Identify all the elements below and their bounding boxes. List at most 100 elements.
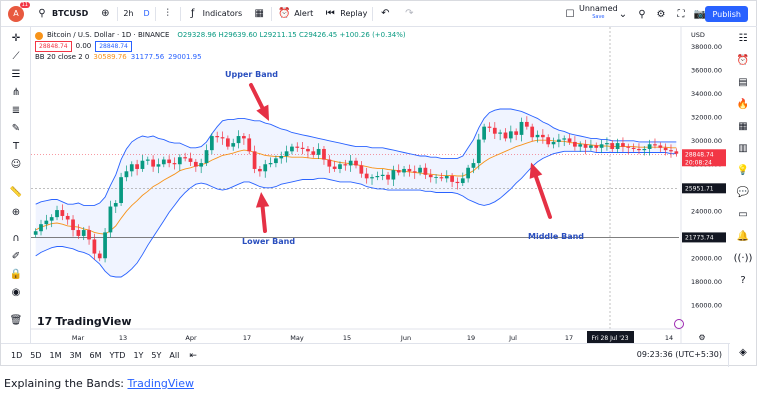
bb-basis-value: 30589.76 bbox=[93, 53, 127, 61]
ask-price[interactable]: 28848.74 bbox=[95, 41, 132, 52]
toolbar-divider bbox=[154, 6, 156, 21]
candle-body bbox=[71, 219, 75, 231]
top-toolbar: A 11 ⚲ BTCUSD ⊕ 2h D ⫶ ƒ Indicators ▦ ⏰ … bbox=[1, 1, 757, 27]
ideas-lightbulb-icon[interactable]: 💡 bbox=[736, 164, 750, 176]
candle-body bbox=[172, 163, 177, 165]
fullscreen-icon[interactable]: ⛶ bbox=[677, 8, 685, 20]
indicator-name[interactable]: BB 20 close 2 0 bbox=[35, 53, 90, 61]
chevron-down-icon[interactable]: ⌄ bbox=[618, 8, 628, 20]
time-tick-label: Jul bbox=[508, 334, 517, 342]
candle-body bbox=[578, 144, 583, 147]
layouts-button[interactable]: ▦ bbox=[247, 1, 271, 27]
hotlist-icon[interactable]: 🔥 bbox=[736, 98, 750, 110]
chat-icon[interactable]: 💬 bbox=[736, 186, 750, 198]
redo-button[interactable]: ↷ bbox=[397, 1, 421, 27]
currency-label: USD bbox=[691, 31, 705, 39]
pitchfork-icon[interactable]: ⋔ bbox=[11, 86, 21, 98]
layers-icon[interactable]: ◈ bbox=[739, 346, 747, 358]
watchlist-icon[interactable]: ☷ bbox=[738, 32, 748, 44]
bb-lower-value: 29001.95 bbox=[168, 53, 202, 61]
range-button-6m[interactable]: 6M bbox=[89, 351, 102, 360]
calendar-icon[interactable]: ▦ bbox=[738, 120, 748, 132]
date-range-icon[interactable]: ⇤ bbox=[189, 350, 197, 361]
text-tool-icon[interactable]: T bbox=[12, 140, 20, 152]
candle-body bbox=[535, 134, 540, 138]
indicators-icon: ƒ bbox=[190, 8, 195, 19]
range-button-3m[interactable]: 3M bbox=[69, 351, 82, 360]
bollinger-band-fill bbox=[35, 109, 677, 277]
candle-body bbox=[215, 136, 220, 138]
lock-icon[interactable]: 🔒 bbox=[9, 268, 23, 280]
streams-icon[interactable]: ▭ bbox=[738, 208, 748, 220]
alert-button[interactable]: ⏰ Alert bbox=[272, 1, 318, 27]
notifications-icon[interactable]: 🔔 bbox=[736, 230, 750, 242]
undo-button[interactable]: ↶ bbox=[373, 1, 397, 27]
flash-icon[interactable] bbox=[674, 319, 684, 329]
time-tick-label: 15 bbox=[343, 334, 351, 342]
bid-price[interactable]: 28848.74 bbox=[35, 41, 72, 52]
ruler-icon[interactable]: 📏 bbox=[9, 186, 23, 198]
range-button-1m[interactable]: 1M bbox=[49, 351, 62, 360]
alarm-clock-icon: ⏰ bbox=[277, 8, 291, 19]
last-price-countdown: 20:08:24 bbox=[685, 159, 712, 166]
axis-settings-gear-icon[interactable]: ⚙ bbox=[698, 333, 705, 342]
symbol-search-button[interactable]: ⚲ BTCUSD bbox=[30, 1, 93, 27]
candle-body bbox=[316, 148, 321, 155]
range-button-5d[interactable]: 5D bbox=[30, 351, 42, 360]
range-button-5y[interactable]: 5Y bbox=[151, 351, 162, 360]
indicators-label: Indicators bbox=[202, 9, 243, 18]
candle-body bbox=[530, 126, 535, 138]
range-button-all[interactable]: All bbox=[169, 351, 180, 360]
last-price-tag: 28848.74 bbox=[685, 151, 714, 158]
eye-icon[interactable]: ◉ bbox=[11, 286, 21, 298]
layout-checkbox-icon[interactable]: ☐ bbox=[565, 8, 575, 20]
magnet-icon[interactable]: ∩ bbox=[12, 232, 20, 244]
candle-body bbox=[161, 159, 166, 165]
trash-icon[interactable]: 🗑 bbox=[9, 314, 23, 326]
help-icon[interactable]: ? bbox=[740, 274, 746, 286]
candle-body bbox=[610, 143, 615, 149]
indicators-button[interactable]: ƒ Indicators bbox=[181, 1, 248, 27]
search-icon[interactable]: ⚲ bbox=[638, 8, 646, 20]
candle-body bbox=[65, 215, 70, 220]
middle-band-annotation: Middle Band bbox=[528, 232, 585, 241]
candle-body bbox=[60, 210, 65, 216]
candle-body bbox=[124, 171, 129, 178]
range-button-1d[interactable]: 1D bbox=[11, 351, 23, 360]
candle-body bbox=[375, 176, 380, 178]
zoom-in-icon[interactable]: ⊕ bbox=[11, 206, 21, 218]
user-avatar[interactable]: A 11 bbox=[8, 1, 30, 22]
brush-icon[interactable]: ✎ bbox=[11, 122, 21, 134]
interval-type-button[interactable]: D bbox=[139, 1, 155, 27]
lock-drawings-icon[interactable]: ✐ bbox=[11, 250, 21, 262]
crosshair-icon[interactable]: ✛ bbox=[11, 32, 21, 44]
range-button-1y[interactable]: 1Y bbox=[133, 351, 144, 360]
tradingview-mark-icon: 𝟭𝟳 bbox=[37, 315, 53, 328]
camera-icon[interactable]: 📷 bbox=[693, 8, 707, 20]
candle-body bbox=[573, 141, 577, 147]
layout-name-button[interactable]: Unnamed Save bbox=[579, 4, 618, 22]
clock-readout[interactable]: 09:23:36 (UTC+5:30) bbox=[636, 350, 722, 359]
compare-symbol-button[interactable]: ⊕ bbox=[93, 1, 117, 27]
horizontal-lines-icon[interactable]: ☰ bbox=[11, 68, 21, 80]
replay-button[interactable]: ⏮ Replay bbox=[318, 1, 372, 27]
candle-body bbox=[482, 126, 487, 140]
trend-line-icon[interactable]: ⟋ bbox=[12, 50, 20, 62]
smiley-icon[interactable]: ☺ bbox=[10, 158, 22, 170]
interval-button[interactable]: 2h bbox=[118, 1, 138, 27]
range-button-ytd[interactable]: YTD bbox=[109, 351, 126, 360]
caption-link[interactable]: TradingView bbox=[127, 377, 194, 390]
gear-icon[interactable]: ⚙ bbox=[656, 8, 666, 20]
candle-body bbox=[637, 148, 641, 151]
data-window-icon[interactable]: ▤ bbox=[738, 76, 748, 88]
fib-retracement-icon[interactable]: ≣ bbox=[11, 104, 21, 116]
news-icon[interactable]: ▥ bbox=[738, 142, 748, 154]
publish-button[interactable]: Publish bbox=[705, 6, 748, 22]
price-chart[interactable]: USD 38000.00 36000.00 34000.00 32000.00 30000… bbox=[31, 27, 730, 343]
signals-icon[interactable]: ((·)) bbox=[733, 252, 753, 264]
alarm-clock-icon[interactable]: ⏰ bbox=[736, 54, 750, 66]
chart-type-button[interactable]: ⫶ bbox=[156, 1, 180, 27]
candle-body bbox=[663, 147, 668, 151]
candle-body bbox=[653, 144, 657, 146]
bitcoin-icon bbox=[35, 31, 43, 40]
